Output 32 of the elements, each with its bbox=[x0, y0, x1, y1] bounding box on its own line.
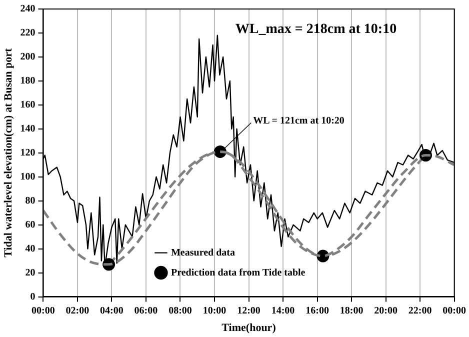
y-tick-label: 80 bbox=[25, 195, 36, 206]
x-tick-label: 16:00 bbox=[306, 305, 329, 316]
annotation: WL = 121cm at 10:20 bbox=[253, 115, 344, 126]
x-tick-label: 22:00 bbox=[408, 305, 432, 316]
x-tick-label: 08:00 bbox=[168, 305, 192, 316]
x-tick-label: 02:00 bbox=[66, 305, 90, 316]
x-tick-label: 06:00 bbox=[134, 305, 158, 316]
x-tick-label: 14:00 bbox=[271, 305, 295, 316]
y-tick-label: 0 bbox=[30, 291, 36, 302]
y-tick-label: 160 bbox=[20, 100, 36, 111]
x-tick-label: 00:00 bbox=[442, 305, 466, 316]
y-tick-label: 220 bbox=[20, 28, 36, 39]
y-tick-label: 20 bbox=[25, 267, 36, 278]
y-tick-label: 120 bbox=[20, 147, 36, 158]
x-tick-label: 10:00 bbox=[202, 305, 226, 316]
y-tick-label: 60 bbox=[25, 219, 36, 230]
y-tick-label: 100 bbox=[20, 171, 36, 182]
legend-label: Prediction data from Tide table bbox=[170, 267, 306, 278]
y-tick-label: 240 bbox=[20, 4, 36, 15]
y-tick-label: 40 bbox=[25, 243, 36, 254]
y-tick-label: 140 bbox=[20, 123, 36, 134]
x-tick-label: 00:00 bbox=[32, 305, 55, 316]
legend-label: Measured data bbox=[170, 247, 235, 258]
x-tick-label: 20:00 bbox=[374, 305, 398, 316]
x-tick-label: 12:00 bbox=[237, 305, 260, 316]
x-tick-label: 18:00 bbox=[340, 305, 364, 316]
annotation: WL_max = 218cm at 10:10 bbox=[235, 22, 397, 37]
y-tick-label: 200 bbox=[20, 52, 36, 63]
y-tick-label: 180 bbox=[20, 76, 36, 87]
x-axis-title: Time(hour) bbox=[222, 322, 276, 334]
x-tick-label: 04:00 bbox=[100, 305, 124, 316]
y-axis-title: Tidal waterlevel elevation(cm) at Busan port bbox=[2, 48, 14, 258]
